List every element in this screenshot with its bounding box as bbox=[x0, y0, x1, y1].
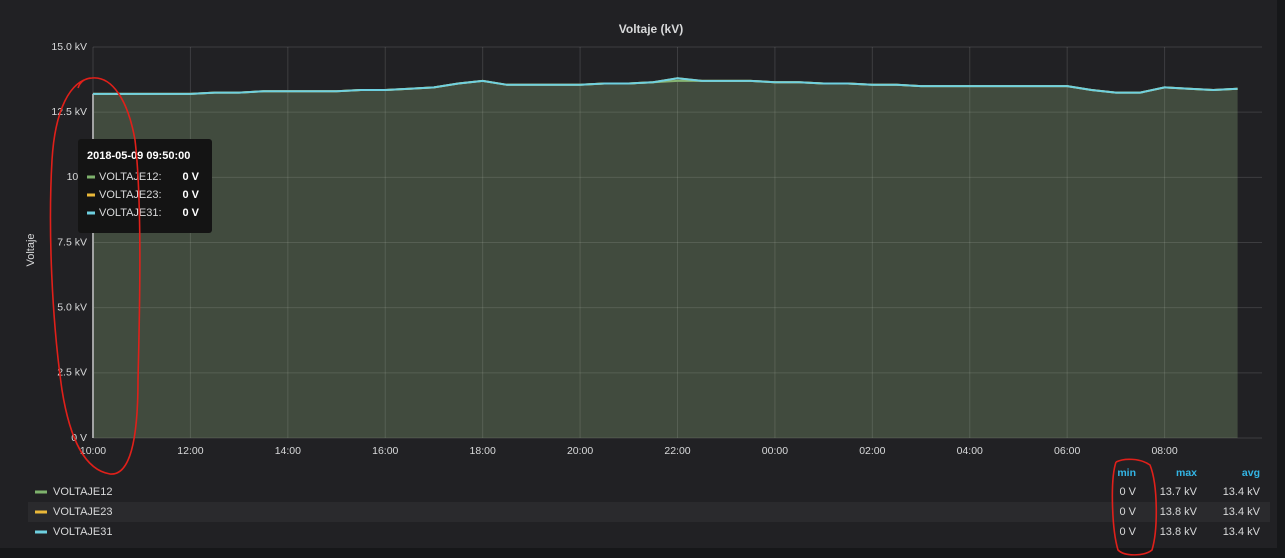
legend-value: 0 V bbox=[1119, 486, 1136, 498]
tooltip-value: 0 V bbox=[182, 207, 199, 219]
series-area bbox=[93, 78, 1238, 439]
legend-swatch bbox=[35, 530, 47, 534]
legend-value: 13.8 kV bbox=[1160, 526, 1198, 538]
legend-row-highlight bbox=[28, 502, 1270, 522]
legend-value: 13.4 kV bbox=[1223, 486, 1261, 498]
x-tick-label: 00:00 bbox=[762, 445, 788, 457]
x-tick-label: 16:00 bbox=[372, 445, 398, 457]
x-tick-label: 08:00 bbox=[1151, 445, 1177, 457]
legend-label: VOLTAJE12 bbox=[53, 486, 113, 498]
series-line bbox=[93, 77, 1238, 95]
x-tick-label: 18:00 bbox=[470, 445, 496, 457]
legend: min max avg VOLTAJE12 0 V 13.7 kV 13.4 kV VOLTA… bbox=[35, 467, 1261, 538]
tooltip-swatch bbox=[87, 211, 95, 215]
legend-value: 13.7 kV bbox=[1160, 486, 1198, 498]
x-tick-label: 06:00 bbox=[1054, 445, 1080, 457]
x-tick-label: 10:00 bbox=[80, 445, 106, 457]
chart-title: Voltaje (kV) bbox=[619, 22, 683, 36]
y-tick-label: 2.5 kV bbox=[57, 367, 87, 379]
legend-header: avg bbox=[1242, 467, 1260, 479]
x-tick-label: 20:00 bbox=[567, 445, 593, 457]
legend-label: VOLTAJE23 bbox=[53, 506, 113, 518]
x-tick-label: 04:00 bbox=[957, 445, 983, 457]
tooltip-label: VOLTAJE31: bbox=[99, 207, 162, 219]
legend-value: 13.4 kV bbox=[1223, 506, 1261, 518]
tooltip: 2018-05-09 09:50:00 VOLTAJE12: 0 V VOLTAJE2… bbox=[87, 150, 200, 219]
x-tick-label: 02:00 bbox=[859, 445, 885, 457]
legend-value: 0 V bbox=[1119, 506, 1136, 518]
y-tick-label: 7.5 kV bbox=[57, 236, 87, 248]
x-tick-label: 12:00 bbox=[177, 445, 203, 457]
tooltip-value: 0 V bbox=[182, 171, 199, 183]
annotation-circle bbox=[49, 77, 141, 475]
series-area bbox=[93, 78, 1238, 439]
legend-swatch bbox=[35, 510, 47, 514]
y-axis-label: Voltaje bbox=[25, 233, 37, 266]
legend-header: min bbox=[1117, 467, 1136, 479]
tooltip-label: VOLTAJE23: bbox=[99, 189, 162, 201]
tooltip-label: VOLTAJE12: bbox=[99, 171, 162, 183]
tooltip-time: 2018-05-09 09:50:00 bbox=[87, 150, 190, 162]
tooltip-value: 0 V bbox=[182, 189, 199, 201]
y-tick-label: 15.0 kV bbox=[51, 41, 87, 53]
y-tick-label: 5.0 kV bbox=[57, 301, 87, 313]
legend-header: max bbox=[1176, 467, 1197, 479]
legend-value: 13.4 kV bbox=[1223, 526, 1261, 538]
x-tick-label: 14:00 bbox=[275, 445, 301, 457]
tooltip-box bbox=[78, 139, 212, 233]
y-tick-label: 12.5 kV bbox=[51, 106, 87, 118]
tooltip-swatch bbox=[87, 193, 95, 197]
panel bbox=[0, 0, 1277, 548]
tooltip-swatch bbox=[87, 175, 95, 179]
x-tick-label: 22:00 bbox=[664, 445, 690, 457]
legend-value: 13.8 kV bbox=[1160, 506, 1198, 518]
legend-label: VOLTAJE31 bbox=[53, 526, 113, 538]
series-area bbox=[93, 80, 1238, 439]
legend-swatch bbox=[35, 490, 47, 494]
legend-value: 0 V bbox=[1119, 526, 1136, 538]
annotation-circle bbox=[1111, 458, 1158, 556]
